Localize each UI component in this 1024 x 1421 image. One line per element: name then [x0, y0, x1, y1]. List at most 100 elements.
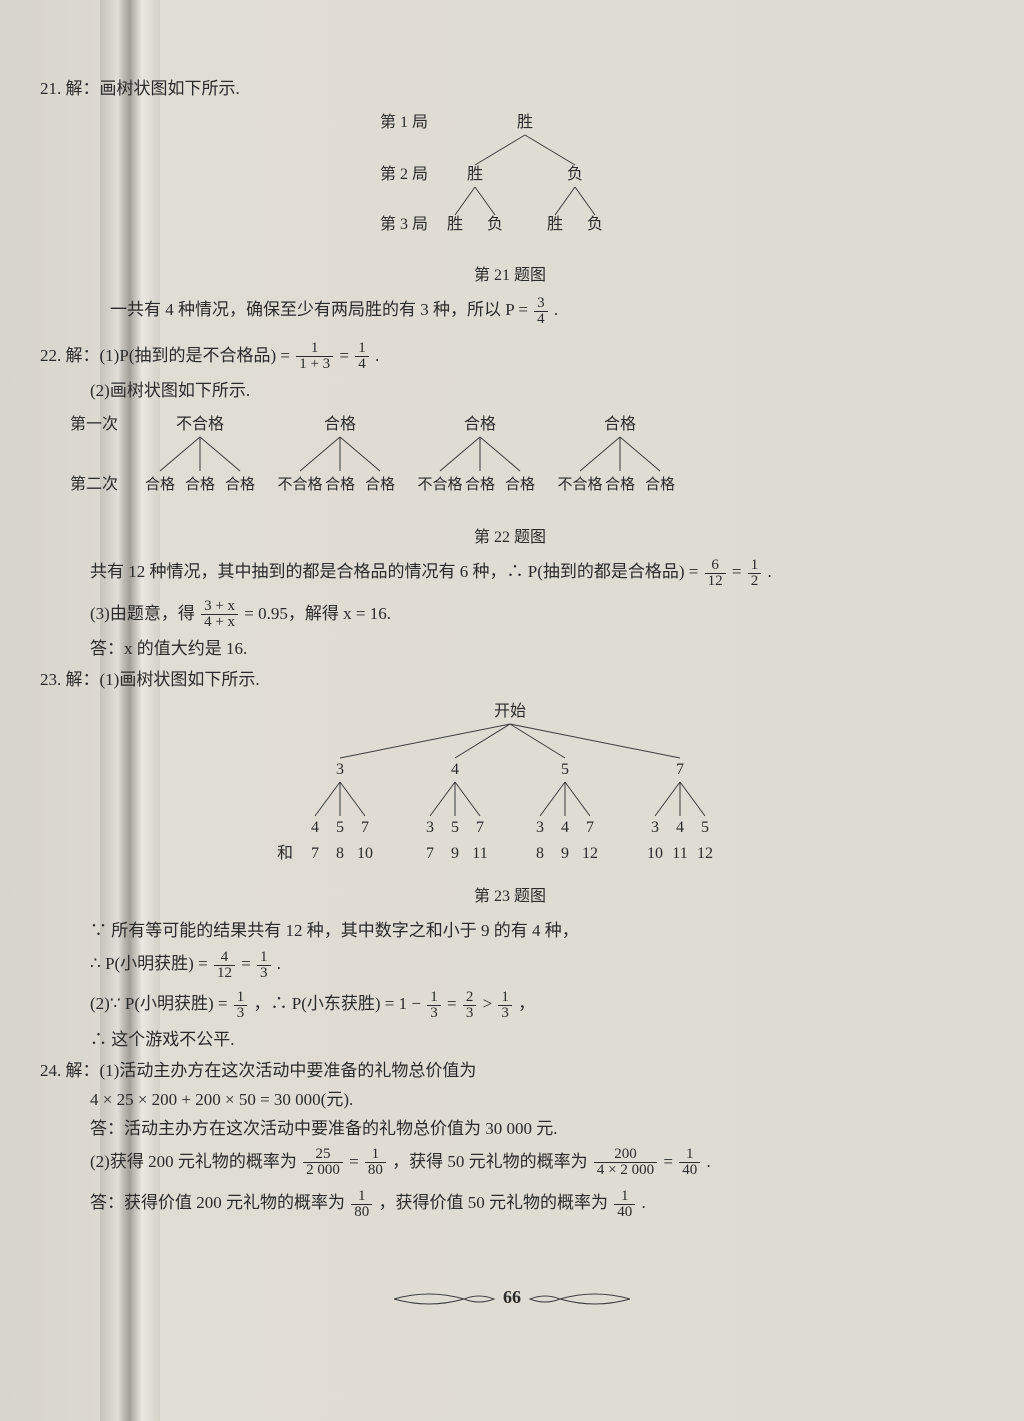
svg-text:不合格: 不合格 [417, 476, 462, 493]
q21-caption: 第 21 题图 [40, 261, 980, 285]
ornament-left-icon [389, 1287, 499, 1311]
svg-text:胜: 胜 [467, 165, 483, 183]
svg-text:第二次: 第二次 [70, 475, 118, 493]
fraction: 13 [498, 990, 512, 1021]
text: = [447, 994, 457, 1013]
svg-text:11: 11 [472, 845, 487, 862]
text: . [277, 954, 281, 973]
q24-p2: 4 × 25 × 200 + 200 × 50 = 30 000(元). [40, 1085, 980, 1110]
svg-text:合格: 合格 [505, 476, 535, 493]
q24-p4: (2)获得 200 元礼物的概率为 252 000 = 180 ，获得 50 元… [40, 1147, 980, 1179]
svg-text:3: 3 [651, 819, 659, 836]
fraction: 11 + 3 [296, 341, 333, 372]
text: 共有 12 种情况，其中抽到的都是合格品的情况有 6 种，∴ P(抽到的都是合格… [90, 562, 698, 581]
fraction: 14 [355, 341, 369, 372]
text: . [767, 562, 771, 581]
text: = [732, 562, 742, 581]
text: > [483, 994, 493, 1013]
q23-p5: ∴ 这个游戏不公平. [40, 1025, 980, 1050]
svg-text:胜: 胜 [517, 113, 533, 131]
text: ∴ P(小明获胜) = [90, 954, 208, 973]
fraction: 252 000 [303, 1147, 343, 1178]
text: ，获得 50 元礼物的概率为 [392, 1152, 588, 1171]
svg-text:第一次: 第一次 [70, 415, 118, 433]
svg-text:合格: 合格 [324, 415, 356, 433]
svg-text:合格: 合格 [465, 476, 495, 493]
svg-text:7: 7 [311, 845, 319, 862]
text: 一共有 4 种情况，确保至少有两局胜的有 3 种，所以 P = [110, 300, 528, 319]
svg-text:8: 8 [336, 845, 344, 862]
q22-p2: (2)画树状图如下所示. [40, 376, 980, 401]
svg-text:合格: 合格 [365, 476, 395, 493]
svg-text:4: 4 [451, 761, 459, 778]
q21-conclusion: 一共有 4 种情况，确保至少有两局胜的有 3 种，所以 P = 34 . [40, 295, 980, 327]
svg-text:不合格: 不合格 [557, 476, 602, 493]
fraction: 2004 × 2 000 [594, 1147, 657, 1178]
text: . [554, 300, 558, 319]
text: = [663, 1152, 673, 1171]
svg-text:胜: 胜 [447, 215, 463, 233]
ornament-right-icon [525, 1287, 635, 1311]
q23-p1: 23. 解：(1)画树状图如下所示. [40, 665, 980, 690]
text: . [706, 1152, 710, 1171]
svg-text:不合格: 不合格 [277, 476, 322, 493]
q23-p4: (2)∵ P(小明获胜) = 13 ，∴ P(小东获胜) = 1 − 13 = … [40, 989, 980, 1021]
svg-text:和: 和 [277, 844, 293, 862]
svg-text:第 2 局: 第 2 局 [380, 165, 428, 183]
svg-text:4: 4 [561, 819, 569, 836]
svg-text:5: 5 [561, 761, 569, 778]
svg-text:10: 10 [357, 845, 373, 862]
fraction: 13 [427, 990, 441, 1021]
svg-text:合格: 合格 [645, 476, 675, 493]
svg-text:5: 5 [701, 819, 709, 836]
q22-p4: (3)由题意，得 3 + x4 + x = 0.95，解得 x = 16. [40, 599, 980, 631]
svg-text:第 1 局: 第 1 局 [380, 113, 428, 131]
svg-text:合格: 合格 [464, 415, 496, 433]
svg-text:7: 7 [676, 761, 684, 778]
svg-text:4: 4 [676, 819, 684, 836]
text: = [349, 1152, 359, 1171]
text: = [241, 954, 251, 973]
q23-p2: ∵ 所有等可能的结果共有 12 种，其中数字之和小于 9 的有 4 种， [40, 916, 980, 941]
svg-text:胜: 胜 [547, 215, 563, 233]
svg-text:合格: 合格 [325, 476, 355, 493]
svg-text:第 3 局: 第 3 局 [380, 215, 428, 233]
text: (2)∵ P(小明获胜) = [90, 994, 228, 1013]
svg-text:12: 12 [582, 845, 598, 862]
svg-text:8: 8 [536, 845, 544, 862]
svg-text:7: 7 [426, 845, 434, 862]
text: . [642, 1193, 646, 1212]
text: (3)由题意，得 [90, 604, 195, 623]
fraction: 3 + x4 + x [201, 599, 238, 630]
page-content: 21. 解：画树状图如下所示. 第 1 局 胜 第 2 局 胜 负 第 3 局 … [40, 70, 980, 1224]
fraction: 180 [351, 1189, 372, 1220]
fraction: 612 [705, 558, 726, 589]
svg-text:7: 7 [586, 819, 594, 836]
fraction: 412 [214, 950, 235, 981]
svg-text:负: 负 [567, 165, 583, 183]
svg-text:3: 3 [426, 819, 434, 836]
svg-text:9: 9 [451, 845, 459, 862]
q22-p1: 22. 解：(1)P(抽到的是不合格品) = 11 + 3 = 14 . [40, 341, 980, 373]
text: 答：获得价值 200 元礼物的概率为 [90, 1193, 345, 1212]
svg-text:3: 3 [336, 761, 344, 778]
page-footer: 66 [0, 1287, 1024, 1311]
text: ，∴ P(小东获胜) = 1 − [254, 994, 421, 1013]
page-number: 66 [503, 1287, 521, 1307]
q24-p3: 答：活动主办方在这次活动中要准备的礼物总价值为 30 000 元. [40, 1114, 980, 1139]
svg-text:12: 12 [697, 845, 713, 862]
fraction: 13 [234, 990, 248, 1021]
svg-text:7: 7 [361, 819, 369, 836]
svg-text:负: 负 [587, 215, 603, 233]
svg-text:10: 10 [647, 845, 663, 862]
q23-p3: ∴ P(小明获胜) = 412 = 13 . [40, 949, 980, 981]
fraction: 12 [748, 558, 762, 589]
fraction: 34 [534, 296, 548, 327]
svg-text:负: 负 [487, 215, 503, 233]
svg-text:4: 4 [311, 819, 319, 836]
q22-p3: 共有 12 种情况，其中抽到的都是合格品的情况有 6 种，∴ P(抽到的都是合格… [40, 557, 980, 589]
q21-intro: 21. 解：画树状图如下所示. [40, 74, 980, 99]
text: (2)获得 200 元礼物的概率为 [90, 1152, 297, 1171]
q24-p5: 答：获得价值 200 元礼物的概率为 180 ，获得价值 50 元礼物的概率为 … [40, 1188, 980, 1220]
q24-p1: 24. 解：(1)活动主办方在这次活动中要准备的礼物总价值为 [40, 1056, 980, 1081]
